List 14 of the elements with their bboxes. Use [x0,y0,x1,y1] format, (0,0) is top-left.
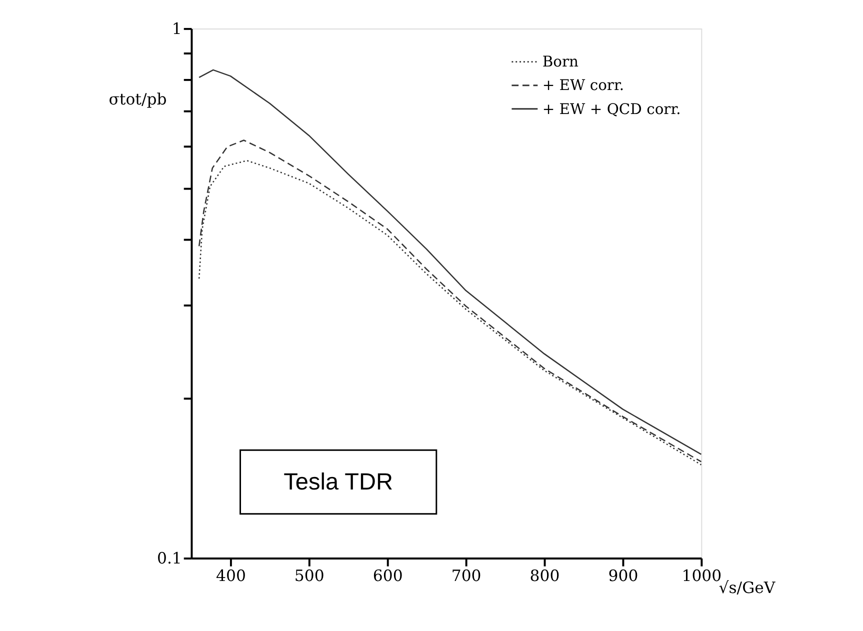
legend-label: + EW corr. [542,77,624,94]
x-tick-label: 500 [294,566,324,586]
y-axis-title: σtot/pb [108,89,167,108]
y-tick-label: 0.1 [156,548,182,568]
legend-label: Born [542,54,579,71]
x-tick-label: 700 [451,566,482,586]
annotation: Tesla TDR [284,468,394,494]
x-tick-label: 600 [372,566,403,586]
x-tick-label: 400 [216,566,246,586]
x-tick-label: 800 [530,566,560,586]
y-tick-label: 1 [172,18,182,38]
x-tick-label: 1000 [682,566,722,586]
x-tick-label: 900 [608,566,638,586]
legend-label: + EW + QCD corr. [542,100,681,118]
